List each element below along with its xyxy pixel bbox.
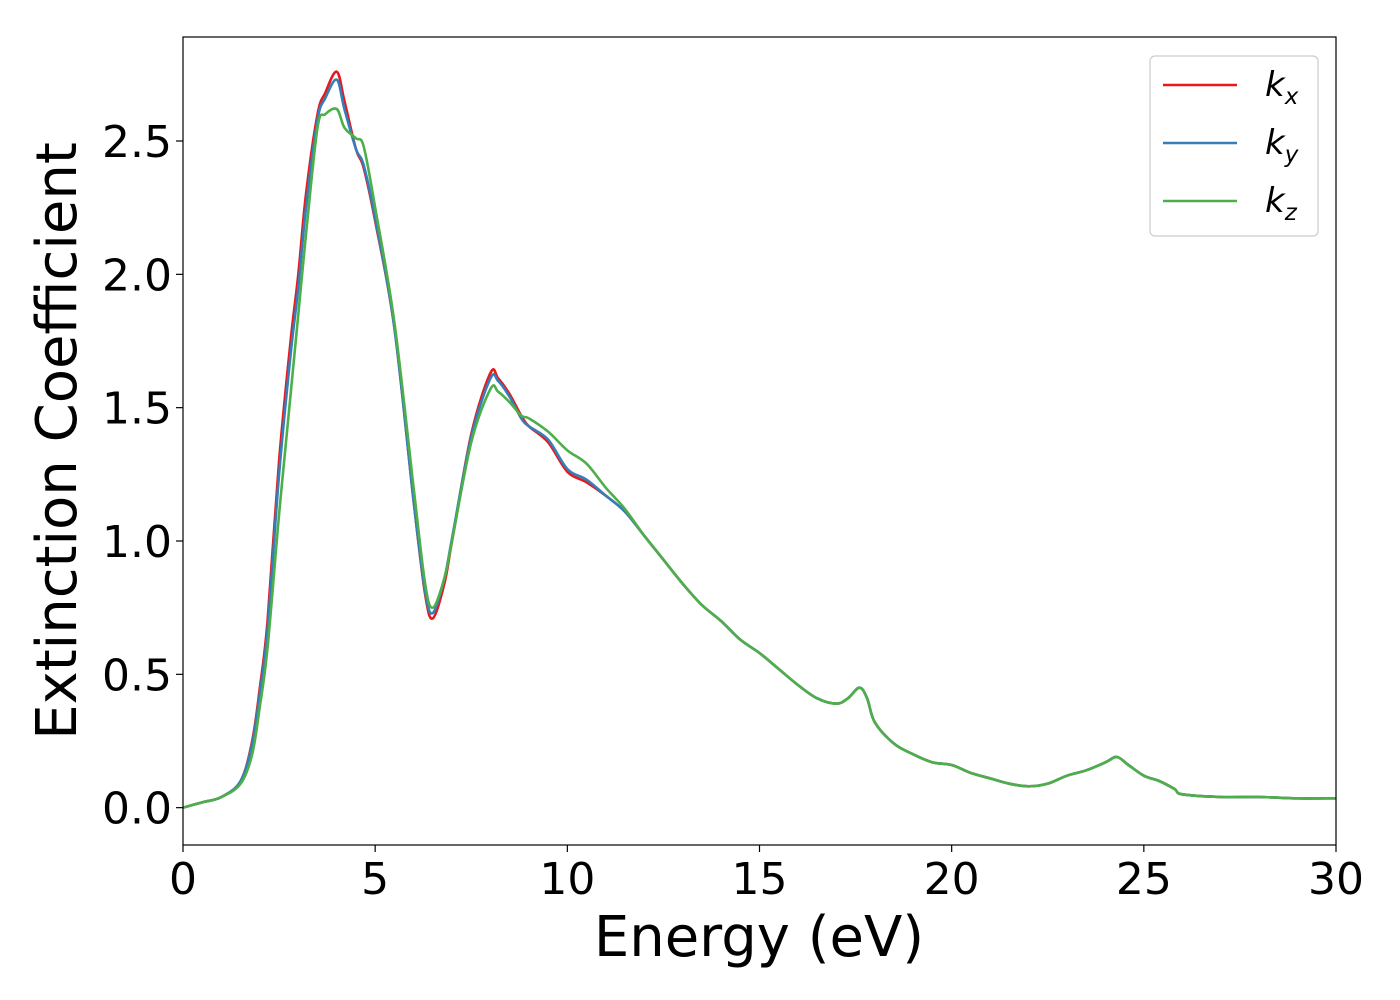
- y-tick-label: 2.0: [102, 250, 172, 301]
- y-tick-label: 1.5: [102, 384, 172, 435]
- legend-label: kx: [1265, 65, 1299, 110]
- legend-box: [1149, 55, 1319, 237]
- x-tick-label: 25: [1116, 854, 1172, 905]
- series-layer: [183, 70, 1336, 809]
- x-tick-label: 30: [1308, 854, 1364, 905]
- y-tick-label: 0.5: [102, 650, 172, 701]
- x-axis-title: Energy (eV): [594, 905, 924, 970]
- y-axis: 0.0 0.5 1.0 1.5 2.0 2.5: [102, 117, 183, 835]
- y-tick-label: 2.5: [102, 117, 172, 168]
- y-tick-label: 0.0: [102, 784, 172, 835]
- x-tick-label: 5: [361, 854, 389, 905]
- legend-label: kz: [1265, 181, 1298, 226]
- x-tick-label: 20: [924, 854, 980, 905]
- y-tick-label: 1.0: [102, 517, 172, 568]
- legend-label-subscript: x: [1284, 84, 1299, 110]
- legend-label-base: k: [1265, 181, 1286, 221]
- legend-label-base: k: [1265, 123, 1286, 163]
- y-axis-title: Extinction Coefficient: [25, 142, 90, 740]
- series-line-k-z: [183, 107, 1336, 809]
- x-tick-label: 0: [169, 854, 197, 905]
- x-tick-label: 15: [732, 854, 788, 905]
- x-tick-label: 10: [539, 854, 595, 905]
- legend-label: ky: [1265, 123, 1299, 168]
- x-axis: 0 5 10 15 20 25 30: [169, 845, 1364, 905]
- legend-label-base: k: [1265, 65, 1286, 105]
- legend-label-subscript: y: [1284, 142, 1299, 168]
- legend-label-subscript: z: [1284, 200, 1298, 226]
